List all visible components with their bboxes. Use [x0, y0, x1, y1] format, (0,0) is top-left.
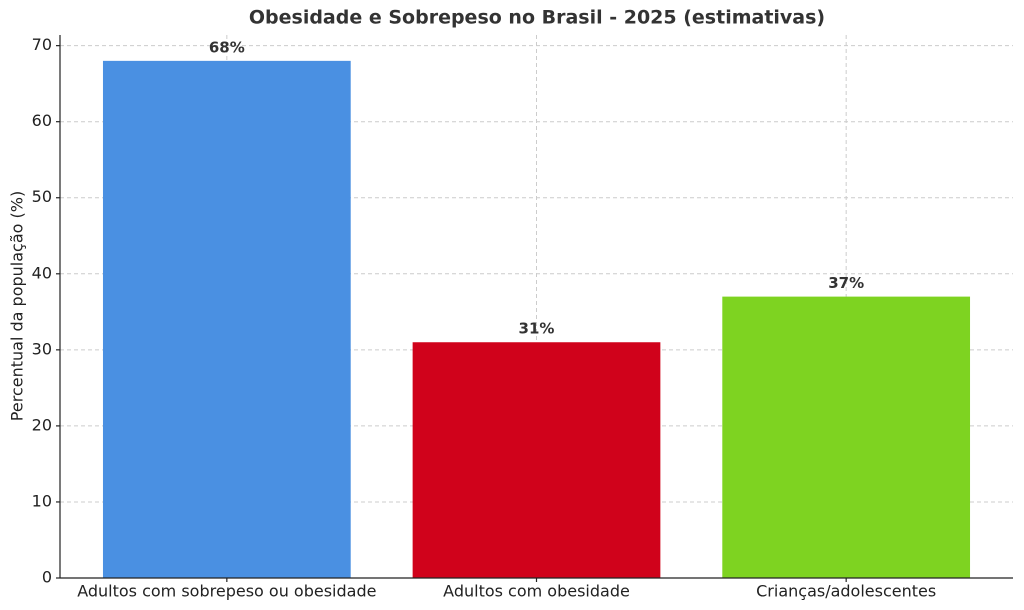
x-tick-label: Adultos com obesidade: [443, 582, 630, 601]
y-tick-label: 60: [32, 111, 52, 130]
y-tick-label: 0: [42, 568, 52, 587]
y-tick-label: 30: [32, 339, 52, 358]
bar: [102, 60, 351, 579]
y-tick-label: 50: [32, 187, 52, 206]
y-tick-label: 70: [32, 35, 52, 54]
x-tick-label: Adultos com sobrepeso ou obesidade: [77, 582, 376, 601]
bar: [412, 342, 661, 578]
bar: [722, 296, 971, 578]
chart-title: Obesidade e Sobrepeso no Brasil - 2025 (…: [249, 7, 825, 29]
value-label: 31%: [519, 320, 555, 338]
x-tick-label: Crianças/adolescentes: [756, 582, 936, 601]
y-tick-label: 20: [32, 415, 52, 434]
value-label: 37%: [828, 274, 864, 292]
value-label: 68%: [209, 38, 245, 56]
y-axis-label: Percentual da população (%): [8, 191, 27, 421]
y-tick-label: 40: [32, 263, 52, 282]
y-tick-label: 10: [32, 491, 52, 510]
